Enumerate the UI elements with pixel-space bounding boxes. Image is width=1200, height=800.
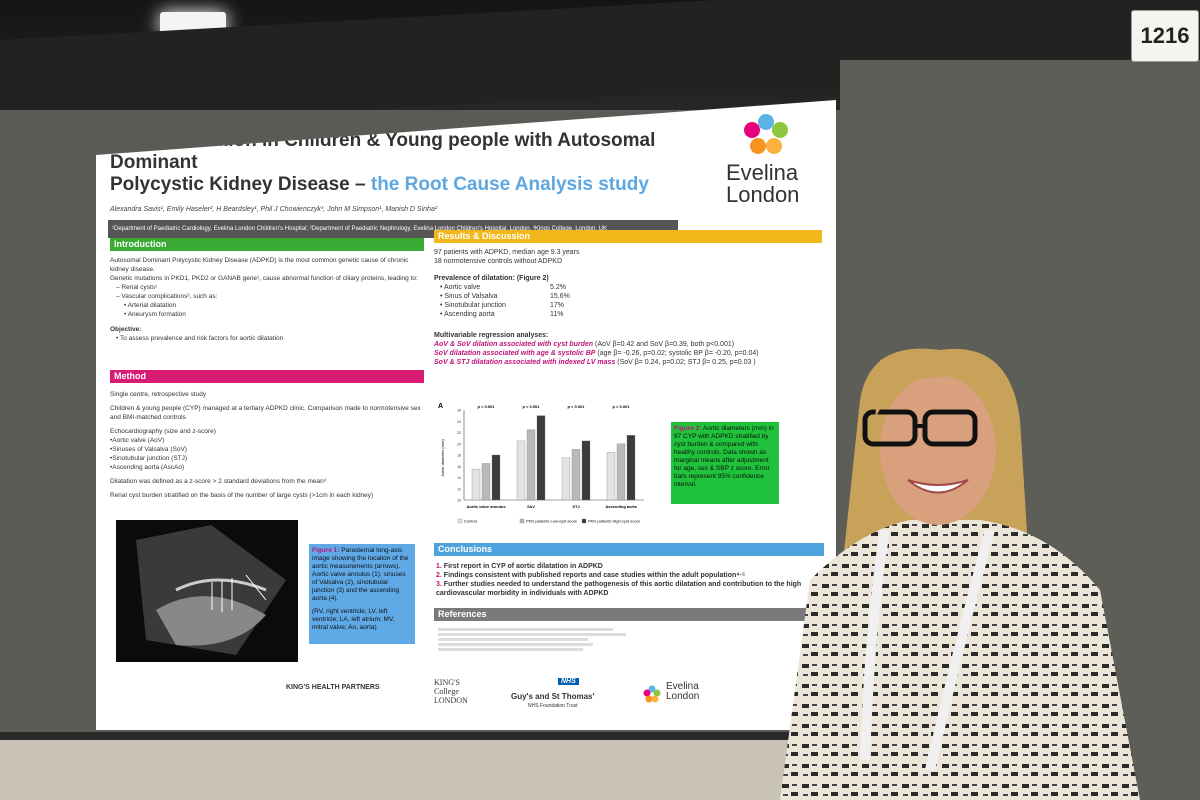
chart-bar <box>561 457 571 501</box>
legend-label: PKD patients High-cyst score <box>588 519 641 524</box>
panel-label: A <box>438 403 443 410</box>
section-references: References <box>434 608 824 621</box>
prevalence-list: • Aortic valve 5.2% • Sinus of Valsalva 15.… <box>434 283 824 319</box>
y-tick-label: 20 <box>457 442 461 446</box>
figure1-caption: Figure 1: Parasternal long-axis image sh… <box>309 544 415 644</box>
section-method: Method <box>110 370 424 383</box>
khp-logo: KING'S HEALTH PARTNERS <box>286 684 380 691</box>
kings-college-logo: KING'S College LONDON <box>434 678 468 705</box>
legend-swatch <box>581 518 587 524</box>
p-value-label: p < 0.001 <box>522 404 540 409</box>
y-axis-label: Aortic diameter (mm) <box>440 439 445 477</box>
chart-bar <box>571 449 581 501</box>
prevalence-item: • Sinus of Valsalva 15.6% <box>440 293 570 300</box>
aortic-diameter-bar-chart: A 10 12 14 16 18 20 22 24 26 Aortic diameter (mm) p… <box>436 398 651 530</box>
chart-bar <box>471 468 481 501</box>
presenter-woman <box>780 348 1140 800</box>
method-text: Single centre, retrospective study Child… <box>110 391 421 499</box>
chart-bar <box>536 415 546 501</box>
y-tick-label: 10 <box>457 499 461 503</box>
footer-logos: KING'S HEALTH PARTNERS KING'S College LO… <box>166 678 826 724</box>
prevalence-item: • Sinotubular junction 17% <box>440 302 565 309</box>
y-tick-label: 16 <box>457 465 461 469</box>
title-highlight: the Root Cause Analysis study <box>370 174 649 195</box>
booth-number-sign: 1216 <box>1131 10 1199 62</box>
y-tick-label: 26 <box>457 409 461 413</box>
chart-bar <box>616 443 626 501</box>
research-poster: Aortic Dilatation in Children & Young pe… <box>96 100 836 730</box>
y-tick-label: 14 <box>457 476 461 480</box>
prevalence-item: • Ascending aorta 11% <box>440 311 564 318</box>
chart-bar <box>491 454 501 501</box>
intro-text: Autosomal Dominant Polycystic Kidney Dis… <box>110 257 418 342</box>
chart-bar <box>481 463 491 501</box>
chart-bar <box>581 440 591 501</box>
legend-swatch <box>519 518 525 524</box>
chart-bar <box>606 452 616 501</box>
conclusions-text: 1. First report in CYP of aortic dilatat… <box>436 563 802 597</box>
y-tick-label: 24 <box>457 420 461 424</box>
p-value-label: p < 0.001 <box>612 404 630 409</box>
chart-bar <box>516 440 526 501</box>
results-text: 97 patients with ADPKD, median age 9.3 y… <box>434 248 824 367</box>
x-tick-label: Aortic valve annulus <box>466 504 506 509</box>
y-tick-label: 18 <box>457 454 461 458</box>
evelina-flower-icon <box>744 114 788 154</box>
floor <box>0 740 800 800</box>
figure2-caption: Figure 2: Aortic diameters (mm) in 97 CY… <box>671 422 779 504</box>
y-tick-label: 22 <box>457 431 461 435</box>
section-results: Results & Discussion <box>434 230 822 243</box>
section-conclusions: Conclusions <box>434 543 824 556</box>
p-value-label: p < 0.001 <box>477 404 495 409</box>
evelina-footer-flower-icon <box>643 685 661 703</box>
x-tick-label: Ascending aorta <box>605 504 637 509</box>
y-tick-label: 12 <box>457 487 461 491</box>
chart-bar <box>626 435 636 501</box>
evelina-logo-text: Evelina London <box>726 160 800 207</box>
x-tick-label: SoV <box>527 504 535 509</box>
nhs-logo: NHS <box>558 678 579 685</box>
poster-authors: Alexandra Savis¹, Emily Haseler², H Bear… <box>110 206 438 213</box>
chart-bar <box>526 429 536 501</box>
legend-label: PKD patients Low-cyst score <box>526 519 578 524</box>
references-text <box>438 626 688 666</box>
legend-label: Control <box>464 519 477 524</box>
gstt-logo: Guy's and St Thomas' <box>511 692 595 701</box>
legend-swatch <box>457 518 463 524</box>
echocardiogram-image <box>116 520 298 662</box>
section-introduction: Introduction <box>110 238 424 251</box>
prevalence-item: • Aortic valve 5.2% <box>440 284 566 291</box>
title-line2: Polycystic Kidney Disease – <box>110 174 366 195</box>
gstt-subtitle: NHS Foundation Trust <box>528 703 578 709</box>
p-value-label: p < 0.001 <box>567 404 585 409</box>
evelina-footer-text: Evelina London <box>666 681 700 702</box>
x-tick-label: STJ <box>572 504 579 509</box>
